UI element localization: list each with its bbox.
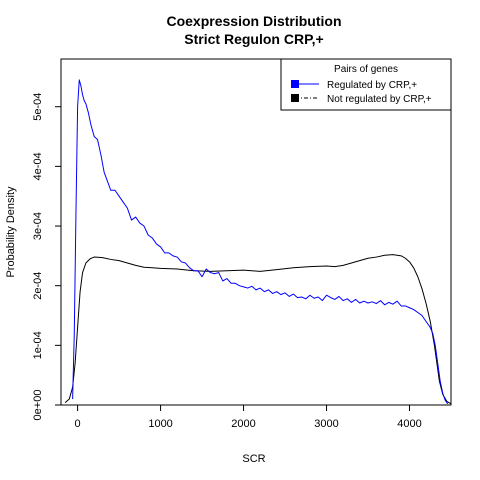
plot-frame xyxy=(60,58,452,406)
series-layer xyxy=(64,79,451,405)
x-tick-label: 4000 xyxy=(397,418,421,430)
y-tick-label: 3e-04 xyxy=(32,212,44,240)
legend: Pairs of genes Regulated by CRP,+ Not re… xyxy=(280,58,452,111)
y-tick-label: 2e-04 xyxy=(32,272,44,300)
x-tick-label: 2000 xyxy=(231,418,255,430)
x-axis: 0 1000 2000 3000 4000 xyxy=(75,405,422,430)
x-axis-label: SCR xyxy=(242,453,265,465)
y-axis: 0e+00 1e-04 2e-04 3e-04 4e-04 5e-04 xyxy=(32,93,61,421)
x-tick-label: 3000 xyxy=(314,418,338,430)
y-tick-label: 4e-04 xyxy=(32,152,44,180)
chart-subtitle: Strict Regulon CRP,+ xyxy=(184,31,323,47)
legend-title: Pairs of genes xyxy=(334,64,398,75)
legend-label-not-regulated: Not regulated by CRP,+ xyxy=(327,94,432,105)
y-axis-label: Probability Density xyxy=(5,186,17,278)
x-tick-label: 0 xyxy=(75,418,81,430)
legend-label-regulated: Regulated by CRP,+ xyxy=(327,80,417,91)
x-tick-label: 1000 xyxy=(148,418,172,430)
series-line-regulated xyxy=(72,79,449,405)
series-line-not-regulated xyxy=(64,254,451,405)
y-tick-label: 0e+00 xyxy=(32,390,44,421)
y-tick-label: 1e-04 xyxy=(32,331,44,359)
y-tick-label: 5e-04 xyxy=(32,93,44,121)
chart-title: Coexpression Distribution xyxy=(166,13,341,29)
